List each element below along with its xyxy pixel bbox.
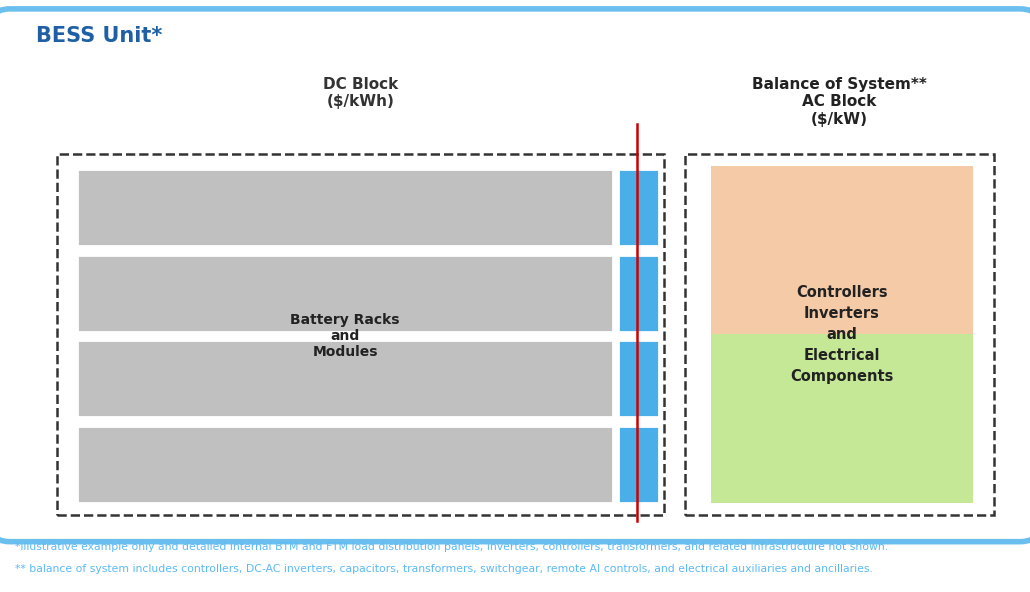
Bar xyxy=(618,426,659,503)
Text: ** balance of system includes controllers, DC-AC inverters, capacitors, transfor: ** balance of system includes controller… xyxy=(15,564,873,574)
Bar xyxy=(618,255,659,332)
Text: Controllers
Inverters
and
Electrical
Components: Controllers Inverters and Electrical Com… xyxy=(790,285,894,384)
FancyBboxPatch shape xyxy=(0,9,1030,542)
Text: DC Block
($/kWh): DC Block ($/kWh) xyxy=(322,77,399,110)
Bar xyxy=(618,169,659,246)
Bar xyxy=(618,340,659,417)
Bar xyxy=(711,334,973,503)
Bar xyxy=(77,426,613,503)
Text: BESS Unit*: BESS Unit* xyxy=(36,25,163,46)
Text: *illustrative example only and detailed internal BTM and FTM load distribution p: *illustrative example only and detailed … xyxy=(15,542,889,552)
Bar xyxy=(77,340,613,417)
Bar xyxy=(77,169,613,246)
Bar xyxy=(711,166,973,334)
Text: Balance of System**
AC Block
($/kW): Balance of System** AC Block ($/kW) xyxy=(752,77,927,127)
Bar xyxy=(77,255,613,332)
Bar xyxy=(57,154,664,515)
Text: Battery Racks
and
Modules: Battery Racks and Modules xyxy=(290,313,400,359)
Bar xyxy=(685,154,994,515)
